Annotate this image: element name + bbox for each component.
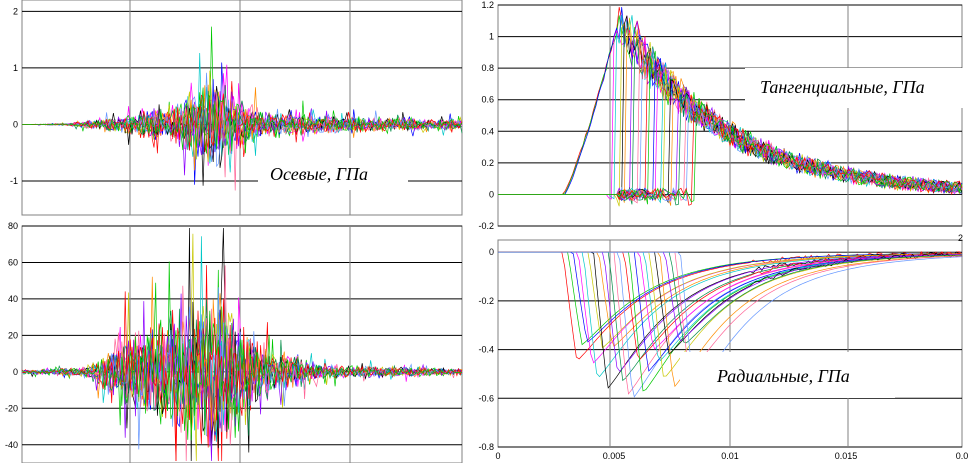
radial-ytick-label: 0: [489, 247, 494, 257]
radial-ytick-label: -0.8: [478, 442, 494, 452]
axial-label-background: [258, 158, 408, 190]
shear-ytick-label: 0: [13, 367, 18, 377]
tangential-ytick-label: 1.2: [481, 0, 494, 10]
shear-series-line: [21, 261, 463, 447]
tangential-stress-panel: 1.2 1 0.8 0.6 0.4 0.2 0 -0.2 Тангенциальные, ГПа: [478, 0, 967, 231]
radial-xtick-label: 0.015: [835, 451, 858, 461]
axial-plot-border: [21, 0, 463, 216]
tangential-ytick-label: 0.6: [481, 95, 494, 105]
tangential-ytick-label: 0.8: [481, 63, 494, 73]
radial-series-line: [498, 251, 962, 343]
radial-xtick-label: 0.0: [956, 451, 968, 461]
shear-ytick-label: -40: [5, 440, 18, 450]
radial-stress-panel: 0-0.2-0.4-0.6-0.80 0.005 0.01 0.015 0.0Радиа…: [478, 239, 968, 461]
radial-ytick-label: -0.2: [478, 296, 494, 306]
axial-stress-panel: 2 1 0 -1 Осевые, ГПа: [10, 0, 463, 216]
shear-ytick-label: 60: [8, 257, 18, 267]
axial-ytick-label: 1: [13, 63, 18, 73]
radial-xtick-label: 0.005: [603, 451, 626, 461]
shear-stress-panel: 80 60 40 20 0 -20 -40: [5, 221, 463, 463]
tangential-ytick-label: 0: [489, 189, 494, 199]
axial-ytick-label: 2: [13, 6, 18, 16]
tangential-label-background: [745, 68, 967, 108]
tangential-ytick-label: 1: [489, 32, 494, 42]
shear-ytick-label: -20: [5, 403, 18, 413]
edge-mark: 2: [958, 233, 963, 243]
shear-series-line: [21, 291, 463, 462]
tangential-ytick-label: 0.4: [481, 126, 494, 136]
tangential-ytick-label: -0.2: [478, 221, 494, 231]
radial-xtick-label: 0: [495, 451, 500, 461]
radial-ytick-label: -0.4: [478, 345, 494, 355]
radial-panel-label: Радиальные, ГПа: [716, 366, 850, 386]
radial-series-line: [498, 251, 963, 392]
axial-series-line: [22, 87, 463, 154]
radial-xtick-label: 0.01: [721, 451, 739, 461]
shear-series-line: [21, 310, 463, 441]
radial-label-background: [680, 352, 895, 398]
shear-ytick-label: 20: [8, 330, 18, 340]
tangential-panel-label: Тангенциальные, ГПа: [760, 77, 925, 97]
shear-ytick-label: 40: [8, 294, 18, 304]
shear-series-line: [21, 236, 463, 442]
tangential-ytick-label: 0.2: [481, 158, 494, 168]
axial-ytick-label: 0: [13, 119, 18, 129]
axial-ytick-label: -1: [10, 176, 18, 186]
axial-panel-label: Осевые, ГПа: [270, 164, 368, 184]
shear-ytick-label: 80: [8, 221, 18, 231]
tangential-series-line: [498, 101, 963, 203]
radial-ytick-label: -0.6: [478, 393, 494, 403]
